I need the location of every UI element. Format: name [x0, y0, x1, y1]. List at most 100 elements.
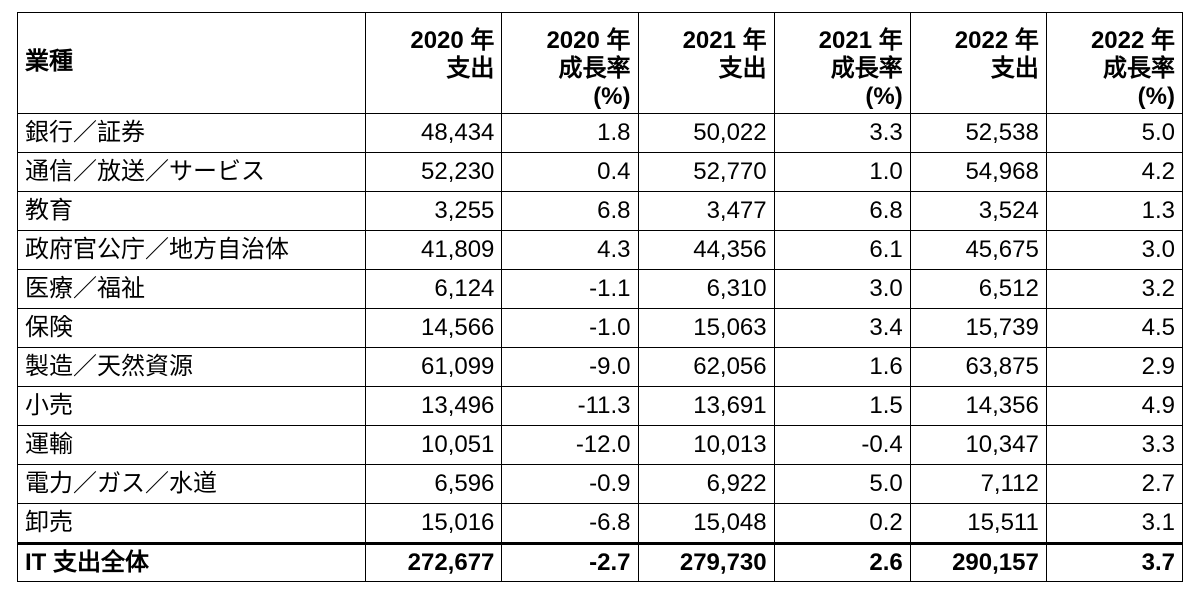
cell-spending-2020: 272,677 — [365, 542, 503, 582]
cell-spending-2021: 10,013 — [637, 425, 775, 465]
cell-spending-2020: 3,255 — [365, 191, 503, 231]
cell-growth-2021: 3.3 — [773, 113, 911, 153]
cell-growth-2021: 1.0 — [773, 152, 911, 192]
cell-growth-2021: 0.2 — [773, 503, 911, 544]
cell-spending-2022: 15,739 — [909, 308, 1047, 348]
table-row: 製造／天然資源 61,099 -9.0 62,056 1.6 63,875 2.9 — [16, 347, 1184, 387]
cell-industry: 教育 — [16, 191, 367, 231]
table-total-row: IT 支出全体 272,677 -2.7 279,730 2.6 290,157 3.7 — [16, 542, 1184, 582]
cell-growth-2022: 3.0 — [1045, 230, 1184, 270]
cell-growth-2021: 6.8 — [773, 191, 911, 231]
cell-growth-2021: 5.0 — [773, 464, 911, 504]
cell-growth-2022: 3.2 — [1045, 269, 1184, 309]
cell-spending-2022: 52,538 — [909, 113, 1047, 153]
cell-growth-2020: -2.7 — [501, 542, 639, 582]
cell-spending-2020: 48,434 — [365, 113, 503, 153]
cell-growth-2020: 1.8 — [501, 113, 639, 153]
cell-spending-2022: 45,675 — [909, 230, 1047, 270]
cell-industry: 通信／放送／サービス — [16, 152, 367, 192]
cell-spending-2020: 15,016 — [365, 503, 503, 544]
cell-growth-2022: 4.2 — [1045, 152, 1184, 192]
cell-spending-2022: 6,512 — [909, 269, 1047, 309]
table-row: 通信／放送／サービス 52,230 0.4 52,770 1.0 54,968 4.2 — [16, 152, 1184, 192]
cell-growth-2021: 1.6 — [773, 347, 911, 387]
cell-spending-2022: 290,157 — [909, 542, 1047, 582]
cell-growth-2022: 3.1 — [1045, 503, 1184, 544]
cell-spending-2021: 3,477 — [637, 191, 775, 231]
cell-spending-2020: 10,051 — [365, 425, 503, 465]
cell-spending-2022: 54,968 — [909, 152, 1047, 192]
header-2020-growth: 2020 年 成長率 (%) — [501, 12, 639, 114]
cell-growth-2021: 3.4 — [773, 308, 911, 348]
cell-spending-2021: 15,063 — [637, 308, 775, 348]
cell-spending-2020: 52,230 — [365, 152, 503, 192]
cell-industry: 銀行／証券 — [16, 113, 367, 153]
cell-growth-2020: -1.0 — [501, 308, 639, 348]
cell-spending-2020: 61,099 — [365, 347, 503, 387]
it-spending-table-container: 業種 2020 年 支出 2020 年 成長率 (%) 2021 年 支出 — [16, 12, 1184, 582]
cell-industry: 小売 — [16, 386, 367, 426]
cell-spending-2021: 50,022 — [637, 113, 775, 153]
cell-growth-2020: 0.4 — [501, 152, 639, 192]
table-row: 銀行／証券 48,434 1.8 50,022 3.3 52,538 5.0 — [16, 113, 1184, 153]
cell-growth-2020: -6.8 — [501, 503, 639, 544]
cell-spending-2021: 279,730 — [637, 542, 775, 582]
cell-growth-2022: 2.7 — [1045, 464, 1184, 504]
cell-spending-2021: 52,770 — [637, 152, 775, 192]
cell-growth-2020: 6.8 — [501, 191, 639, 231]
cell-spending-2021: 62,056 — [637, 347, 775, 387]
cell-industry: 運輸 — [16, 425, 367, 465]
header-row: 業種 2020 年 支出 2020 年 成長率 (%) 2021 年 支出 — [16, 12, 1184, 114]
cell-industry: 卸売 — [16, 503, 367, 544]
cell-spending-2022: 10,347 — [909, 425, 1047, 465]
table-row: 運輸 10,051 -12.0 10,013 -0.4 10,347 3.3 — [16, 425, 1184, 465]
table-body: 銀行／証券 48,434 1.8 50,022 3.3 52,538 5.0 通信／放送／サー… — [16, 113, 1184, 582]
cell-industry: 製造／天然資源 — [16, 347, 367, 387]
cell-growth-2022: 3.3 — [1045, 425, 1184, 465]
cell-spending-2022: 7,112 — [909, 464, 1047, 504]
table-row: 保険 14,566 -1.0 15,063 3.4 15,739 4.5 — [16, 308, 1184, 348]
cell-industry: 保険 — [16, 308, 367, 348]
table-row: 政府官公庁／地方自治体 41,809 4.3 44,356 6.1 45,675 3.0 — [16, 230, 1184, 270]
cell-growth-2021: 3.0 — [773, 269, 911, 309]
header-2022-growth: 2022 年 成長率 (%) — [1045, 12, 1184, 114]
cell-spending-2020: 41,809 — [365, 230, 503, 270]
cell-industry: IT 支出全体 — [16, 542, 367, 582]
cell-growth-2021: 1.5 — [773, 386, 911, 426]
cell-growth-2022: 2.9 — [1045, 347, 1184, 387]
header-2021-growth: 2021 年 成長率 (%) — [773, 12, 911, 114]
cell-growth-2020: -9.0 — [501, 347, 639, 387]
cell-spending-2021: 44,356 — [637, 230, 775, 270]
table-row: 小売 13,496 -11.3 13,691 1.5 14,356 4.9 — [16, 386, 1184, 426]
cell-growth-2020: -0.9 — [501, 464, 639, 504]
cell-growth-2021: 6.1 — [773, 230, 911, 270]
cell-industry: 政府官公庁／地方自治体 — [16, 230, 367, 270]
table-row: 医療／福祉 6,124 -1.1 6,310 3.0 6,512 3.2 — [16, 269, 1184, 309]
header-2020-spending: 2020 年 支出 — [365, 12, 503, 114]
table-row: 電力／ガス／水道 6,596 -0.9 6,922 5.0 7,112 2.7 — [16, 464, 1184, 504]
cell-industry: 電力／ガス／水道 — [16, 464, 367, 504]
header-2021-spending: 2021 年 支出 — [637, 12, 775, 114]
cell-spending-2020: 14,566 — [365, 308, 503, 348]
cell-growth-2021: 2.6 — [773, 542, 911, 582]
cell-growth-2022: 5.0 — [1045, 113, 1184, 153]
cell-spending-2020: 13,496 — [365, 386, 503, 426]
cell-growth-2022: 1.3 — [1045, 191, 1184, 231]
cell-spending-2022: 3,524 — [909, 191, 1047, 231]
cell-growth-2022: 4.5 — [1045, 308, 1184, 348]
cell-growth-2022: 4.9 — [1045, 386, 1184, 426]
cell-spending-2021: 13,691 — [637, 386, 775, 426]
table-row: 卸売 15,016 -6.8 15,048 0.2 15,511 3.1 — [16, 503, 1184, 544]
cell-growth-2020: -11.3 — [501, 386, 639, 426]
header-2022-spending: 2022 年 支出 — [909, 12, 1047, 114]
cell-spending-2022: 63,875 — [909, 347, 1047, 387]
cell-spending-2020: 6,124 — [365, 269, 503, 309]
cell-industry: 医療／福祉 — [16, 269, 367, 309]
cell-growth-2020: 4.3 — [501, 230, 639, 270]
table-row: 教育 3,255 6.8 3,477 6.8 3,524 1.3 — [16, 191, 1184, 231]
cell-spending-2021: 15,048 — [637, 503, 775, 544]
header-industry: 業種 — [16, 12, 367, 114]
cell-spending-2021: 6,310 — [637, 269, 775, 309]
cell-growth-2021: -0.4 — [773, 425, 911, 465]
cell-spending-2020: 6,596 — [365, 464, 503, 504]
